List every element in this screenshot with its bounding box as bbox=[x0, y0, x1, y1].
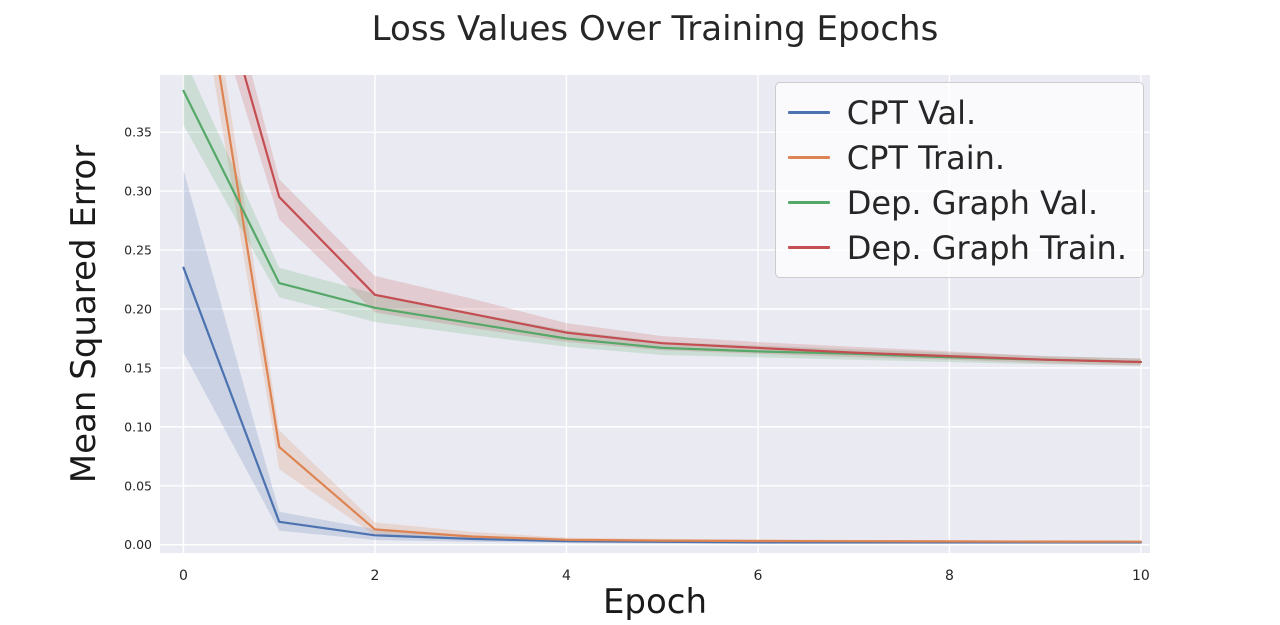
legend: CPT Val. CPT Train. Dep. Graph Val. Dep. Gr… bbox=[774, 82, 1144, 278]
x-tick-label: 10 bbox=[1132, 568, 1150, 584]
x-axis-label: Epoch bbox=[602, 582, 708, 622]
legend-label: Dep. Graph Train. bbox=[846, 228, 1127, 267]
y-tick-label: 0.35 bbox=[124, 125, 152, 140]
x-tick-label: 8 bbox=[945, 568, 954, 584]
legend-item-cpt-train: CPT Train. bbox=[787, 135, 1127, 180]
y-tick-label: 0.10 bbox=[124, 419, 152, 434]
legend-label: Dep. Graph Val. bbox=[846, 183, 1099, 222]
x-tick-label: 4 bbox=[562, 568, 571, 584]
series-line-dep-graph-train bbox=[243, 75, 1143, 364]
legend-line-swatch-cpt-val bbox=[787, 111, 830, 114]
x-tick-label: 2 bbox=[370, 568, 379, 584]
chart-title: Loss Values Over Training Epochs bbox=[371, 9, 939, 49]
y-tick-label: 0.05 bbox=[124, 478, 152, 493]
legend-line-swatch-dep-graph-train bbox=[787, 246, 830, 249]
y-tick-label: 0.00 bbox=[124, 537, 152, 552]
legend-label: CPT Val. bbox=[846, 93, 977, 132]
y-tick-label: 0.15 bbox=[124, 360, 152, 375]
y-axis-label: Mean Squared Error bbox=[64, 144, 104, 484]
y-tick-label: 0.30 bbox=[124, 184, 152, 199]
y-tick-label: 0.20 bbox=[124, 301, 152, 316]
series-line-cpt-train bbox=[218, 75, 1143, 543]
legend-line-swatch-dep-graph-val bbox=[787, 201, 830, 204]
legend-label: CPT Train. bbox=[846, 138, 1006, 177]
legend-line-swatch-cpt-train bbox=[787, 156, 830, 159]
legend-item-cpt-val: CPT Val. bbox=[787, 90, 1127, 135]
x-tick-label: 0 bbox=[179, 568, 188, 584]
legend-item-dep-graph-val: Dep. Graph Val. bbox=[787, 180, 1127, 225]
legend-item-dep-graph-train: Dep. Graph Train. bbox=[787, 225, 1127, 270]
x-tick-label: 6 bbox=[753, 568, 762, 584]
y-tick-label: 0.25 bbox=[124, 243, 152, 258]
